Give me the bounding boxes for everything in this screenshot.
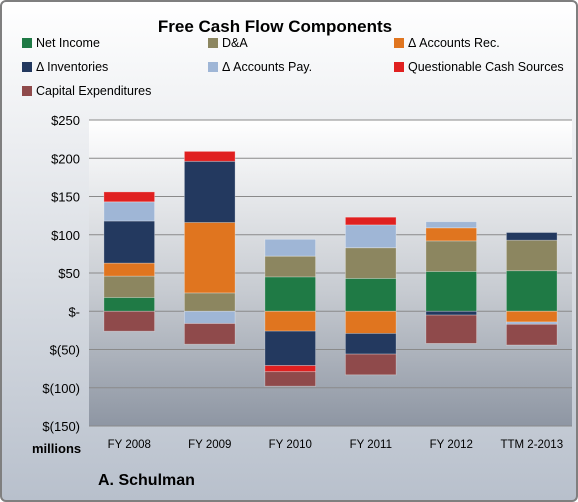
bar-segment-d-a	[103, 275, 156, 298]
legend-swatch-accounts-pay	[208, 62, 218, 72]
legend-swatch-questionable-cash-sources	[394, 62, 404, 72]
y-tick-label: $50	[58, 266, 80, 281]
bar-segment-accounts-rec	[505, 310, 558, 323]
legend-label-d-a: D&A	[222, 36, 248, 50]
unit-label: millions	[32, 441, 81, 456]
legend-swatch-inventories	[22, 62, 32, 72]
bar-segment-accounts-rec	[344, 310, 397, 334]
legend-label-net-income: Net Income	[36, 36, 100, 50]
bar-segment-inventories	[425, 310, 477, 316]
bar-segment-accounts-pay	[344, 224, 397, 249]
bar-segment-d-a	[425, 240, 477, 272]
chart-title: Free Cash Flow Components	[158, 17, 392, 36]
y-tick-label: $150	[51, 190, 80, 205]
bars	[103, 150, 558, 387]
legend: Net Income D&A Δ Accounts Rec. Δ Inventorie…	[22, 36, 564, 98]
x-tick-label: FY 2010	[269, 439, 312, 451]
bar-segment-capital-expenditures	[425, 314, 477, 344]
y-tick-label: $100	[51, 228, 80, 243]
bar-segment-capital-expenditures	[505, 323, 558, 346]
y-tick-label: $(150)	[42, 419, 80, 434]
bar-segment-inventories	[344, 332, 397, 355]
x-tick-label: FY 2009	[188, 439, 231, 451]
bar-segment-net-income	[344, 277, 397, 312]
x-tick-label: FY 2011	[350, 439, 392, 451]
bar-segment-net-income	[505, 270, 558, 312]
bar-segment-questionable-cash-sources	[344, 216, 397, 226]
y-tick-label: $250	[51, 113, 80, 128]
bar-segment-questionable-cash-sources	[183, 150, 236, 162]
y-tick-label: $-	[68, 304, 80, 319]
x-tick-label: TTM 2-2013	[500, 439, 563, 451]
company-name: A. Schulman	[98, 472, 195, 489]
bar-segment-capital-expenditures	[344, 353, 397, 376]
bar-segment-d-a	[183, 292, 236, 312]
gridlines	[89, 119, 572, 427]
bar-segment-capital-expenditures	[103, 310, 156, 332]
x-tick-label: FY 2012	[430, 439, 473, 451]
bar-segment-questionable-cash-sources	[103, 191, 156, 203]
bar-segment-questionable-cash-sources	[264, 365, 316, 373]
y-tick-label: $(100)	[42, 381, 80, 396]
y-axis-ticks: $250 $200 $150 $100 $50 $- $(50) $(100) $(150)	[42, 113, 80, 434]
bar-segment-capital-expenditures	[264, 371, 316, 387]
bar-segment-accounts-rec	[425, 227, 477, 242]
bar-segment-net-income	[264, 276, 316, 312]
legend-label-inventories: Δ Inventories	[36, 60, 108, 74]
legend-label-accounts-rec: Δ Accounts Rec.	[408, 36, 500, 50]
legend-label-accounts-pay: Δ Accounts Pay.	[222, 60, 312, 74]
bar-segment-accounts-pay	[103, 201, 156, 222]
bar-segment-accounts-rec	[103, 262, 156, 277]
bar-segment-d-a	[264, 255, 316, 278]
legend-label-questionable-cash-sources: Questionable Cash Sources	[408, 60, 564, 74]
bar-segment-capital-expenditures	[183, 323, 236, 345]
y-tick-label: $200	[51, 151, 80, 166]
bar-segment-inventories	[183, 160, 236, 223]
bar-segment-inventories	[103, 220, 156, 264]
bar-segment-inventories	[264, 330, 316, 366]
x-axis-ticks: FY 2008 FY 2009 FY 2010 FY 2011 FY 2012 TTM 2…	[108, 439, 563, 451]
bar-segment-accounts-rec	[183, 222, 236, 294]
bar-segment-accounts-rec	[264, 310, 316, 332]
bar-segment-accounts-pay	[425, 221, 477, 229]
bar-segment-d-a	[344, 247, 397, 279]
legend-label-capital-expenditures: Capital Expenditures	[36, 84, 151, 98]
bar-segment-net-income	[425, 271, 477, 312]
bar-segment-net-income	[103, 297, 156, 312]
legend-swatch-accounts-rec	[394, 38, 404, 48]
bar-segment-accounts-pay	[183, 310, 236, 324]
bar-segment-d-a	[505, 239, 558, 272]
legend-swatch-capital-expenditures	[22, 86, 32, 96]
legend-swatch-net-income	[22, 38, 32, 48]
bar-segment-inventories	[505, 232, 558, 241]
legend-swatch-d-a	[208, 38, 218, 48]
bar-segment-accounts-pay	[264, 238, 316, 257]
y-tick-label: $(50)	[50, 343, 80, 358]
x-tick-label: FY 2008	[108, 439, 151, 451]
